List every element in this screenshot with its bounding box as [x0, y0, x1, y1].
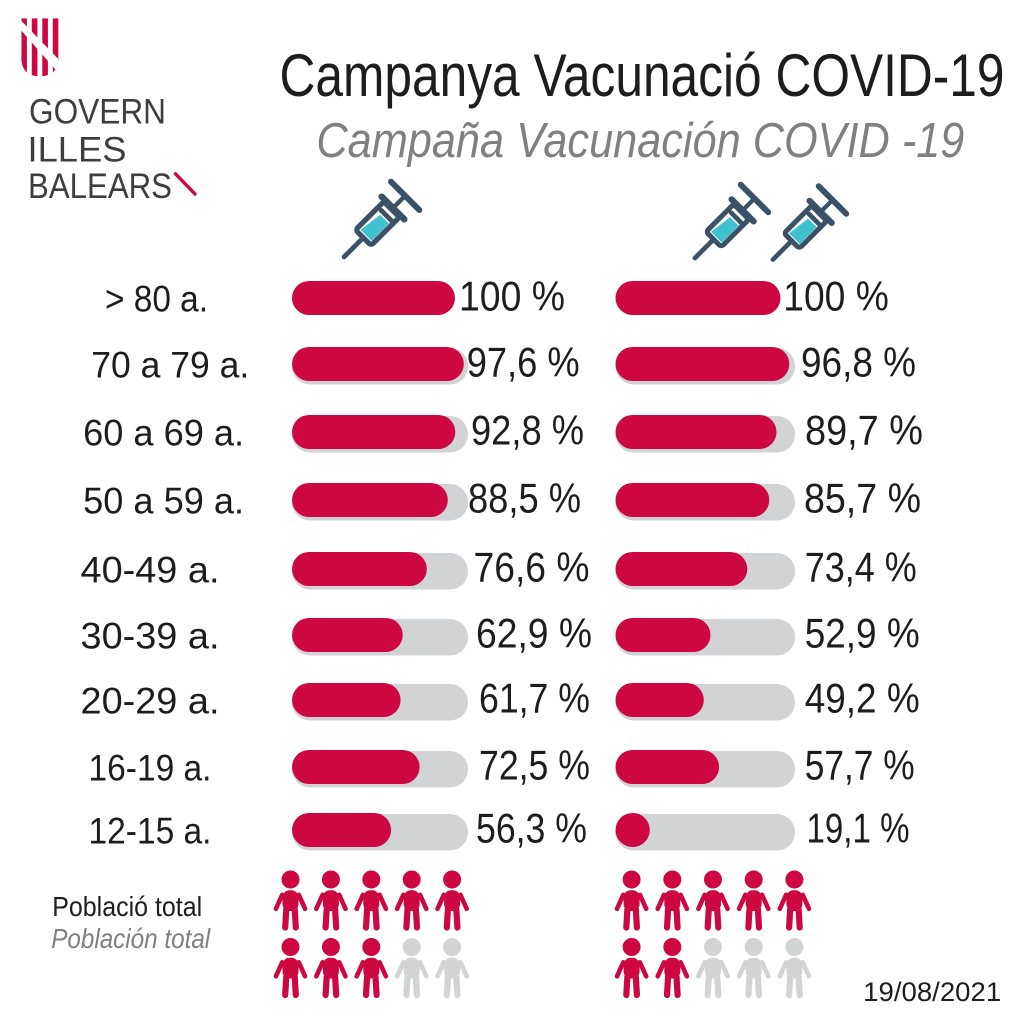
svg-text:96,8 %: 96,8 % [801, 339, 916, 386]
svg-text:72,5 %: 72,5 % [479, 742, 590, 789]
svg-text:Població total: Població total [52, 891, 202, 922]
svg-text:97,6 %: 97,6 % [467, 339, 580, 386]
svg-text:56,3 %: 56,3 % [476, 805, 587, 852]
svg-text:100 %: 100 % [783, 273, 889, 320]
svg-text:62,9 %: 62,9 % [476, 610, 592, 657]
svg-text:12-15 a.: 12-15 a. [89, 811, 212, 852]
svg-text:88,5 %: 88,5 % [468, 475, 581, 522]
svg-text:73,4 %: 73,4 % [805, 544, 917, 591]
svg-text:19/08/2021: 19/08/2021 [863, 977, 1001, 1007]
svg-text:49,2 %: 49,2 % [805, 675, 920, 722]
svg-text:Campanya Vacunació COVID-19: Campanya Vacunació COVID-19 [280, 42, 1005, 109]
svg-text:50 a 59 a.: 50 a 59 a. [83, 481, 244, 522]
svg-text:89,7 %: 89,7 % [805, 407, 923, 454]
svg-text:100 %: 100 % [459, 273, 565, 320]
svg-text:61,7 %: 61,7 % [479, 675, 590, 722]
svg-text:19,1 %: 19,1 % [807, 805, 910, 852]
svg-text:57,7 %: 57,7 % [805, 742, 915, 789]
svg-text:20-29 a.: 20-29 a. [81, 681, 220, 722]
svg-text:76,6 %: 76,6 % [474, 544, 590, 591]
svg-text:BALEARS: BALEARS [28, 167, 172, 206]
svg-text:ILLES: ILLES [28, 130, 127, 169]
svg-text:> 80 a.: > 80 a. [105, 279, 208, 320]
svg-text:92,8 %: 92,8 % [471, 407, 584, 454]
svg-text:Campaña Vacunación COVID -19: Campaña Vacunación COVID -19 [316, 114, 964, 168]
svg-text:60 a 69 a.: 60 a 69 a. [83, 413, 244, 454]
svg-text:30-39 a.: 30-39 a. [81, 616, 220, 657]
svg-text:52,9 %: 52,9 % [805, 610, 920, 657]
svg-text:16-19 a.: 16-19 a. [89, 748, 212, 789]
svg-text:70 a 79 a.: 70 a 79 a. [91, 345, 249, 386]
svg-text:40-49 a.: 40-49 a. [81, 550, 220, 591]
svg-text:Población total: Población total [51, 923, 211, 954]
svg-text:85,7 %: 85,7 % [804, 475, 921, 522]
svg-text:GOVERN: GOVERN [29, 92, 166, 131]
